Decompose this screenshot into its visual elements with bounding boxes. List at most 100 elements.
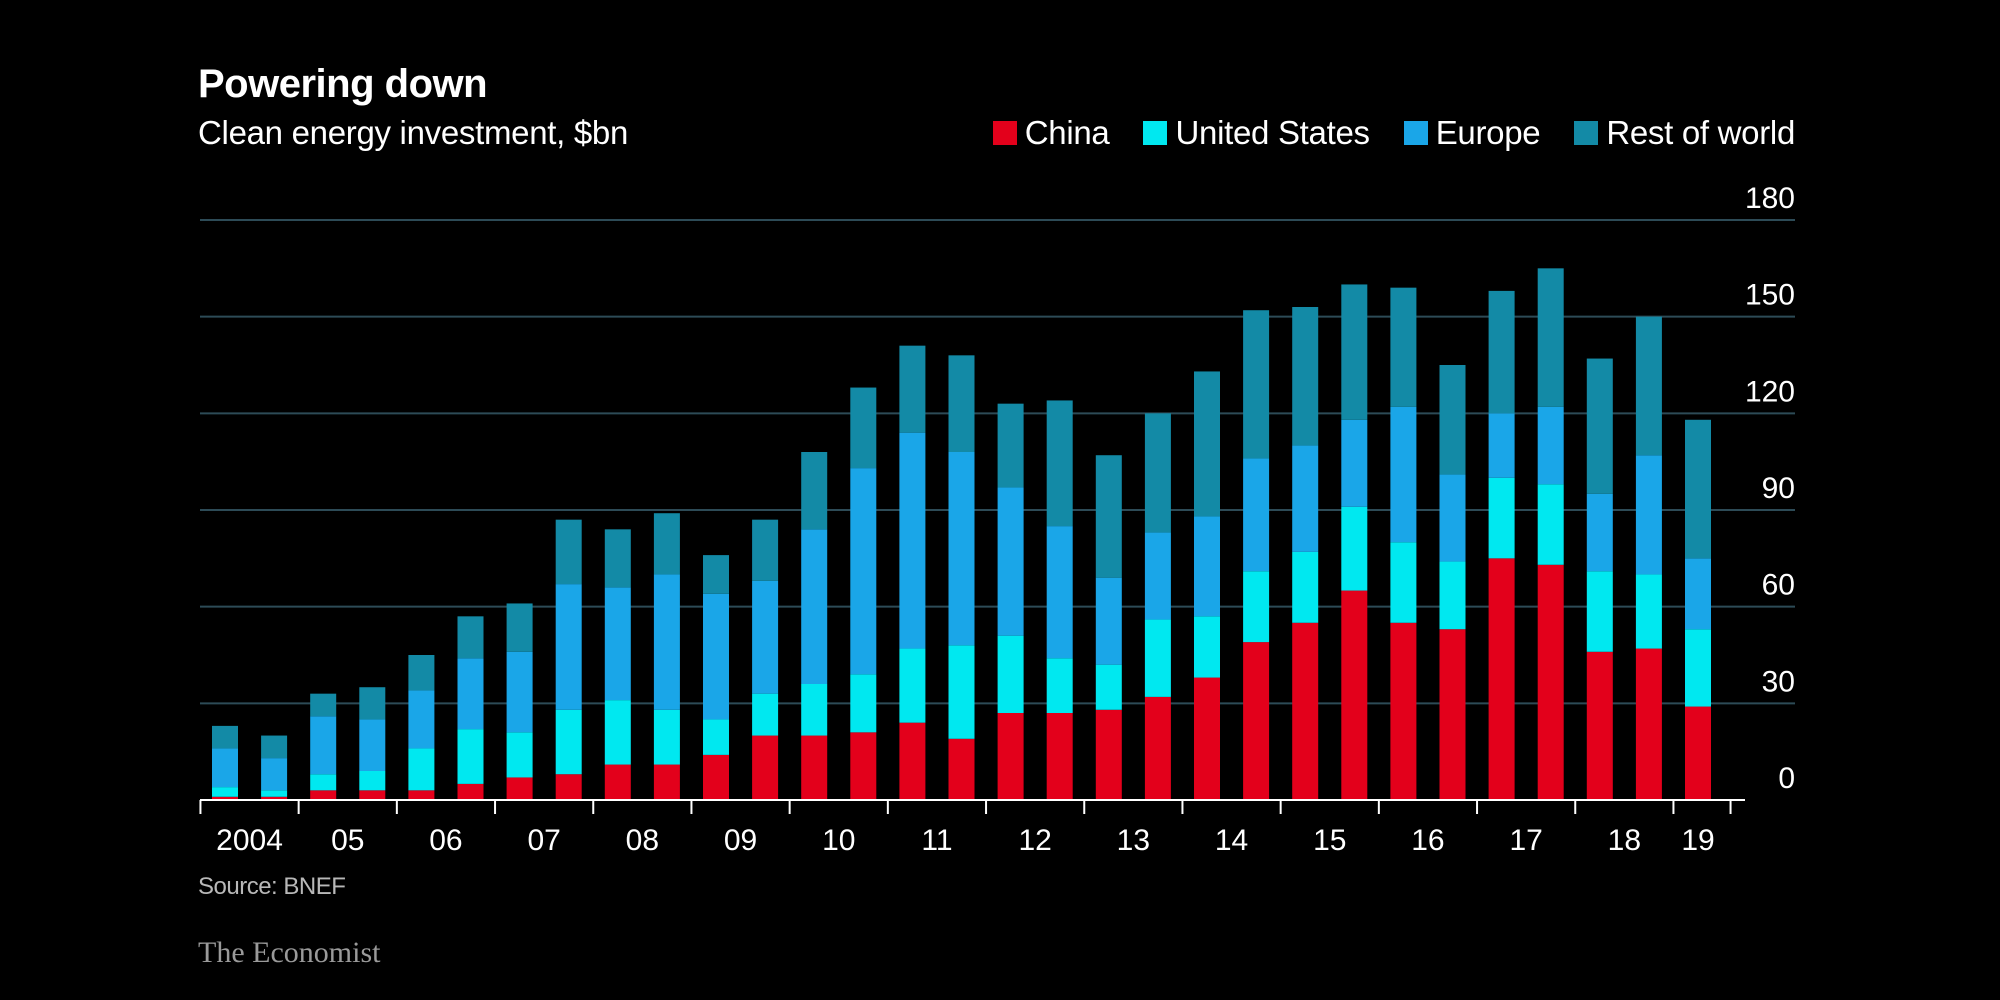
x-tick-label: 11 [921,824,952,857]
bar-segment-rest-of-world [1292,307,1319,446]
bar-segment-rest-of-world [997,403,1024,488]
bar-segment-rest-of-world [1243,310,1270,459]
legend-item-united-states: United States [1143,114,1370,152]
bar-segment-united-states [555,709,582,775]
legend-swatch-china [992,121,1017,145]
bar-segment-europe [261,758,288,791]
bar-segment-europe [1488,413,1515,478]
bar-segment-europe [1046,526,1073,659]
bar-segment-europe [212,748,238,788]
bar-segment-rest-of-world [1586,358,1613,494]
bar-segment-united-states [1635,574,1662,649]
legend: China United States Europe Rest of world [955,114,1795,152]
bar-segment-europe [850,468,877,675]
bar-segment-europe [1292,445,1319,552]
bar-segment-united-states [948,645,975,739]
bar-segment-europe [997,487,1024,636]
y-tick-label: 120 [1745,375,1795,408]
legend-label-united-states: United States [1175,114,1370,151]
bar-segment-china [1635,648,1662,800]
y-tick-label: 30 [1762,665,1795,698]
bar-segment-china [948,738,975,800]
x-tick-label: 16 [1411,824,1444,857]
bar-segment-europe [1635,455,1662,575]
bar-segment-china [1341,590,1368,800]
bar-segment-europe [703,593,729,720]
bar-segment-china [1488,558,1515,800]
bar-segment-europe [506,651,533,733]
bar-segment-europe [752,580,779,694]
bar-segment-united-states [1046,658,1073,713]
bar-segment-united-states [1243,571,1270,643]
bar-segment-united-states [261,790,288,797]
bar-segment-rest-of-world [310,693,337,717]
bar-segment-rest-of-world [212,725,238,749]
bar-segment-china [1439,629,1466,800]
legend-swatch-rest-of-world [1574,121,1599,145]
bar-segment-united-states [899,648,926,723]
bar-segment-united-states [1685,629,1711,707]
bar-segment-china [408,790,435,800]
bar-segment-europe [1194,516,1220,617]
bar-segment-united-states [1341,506,1368,591]
bar-segment-rest-of-world [1635,316,1662,456]
bar-segment-rest-of-world [1194,371,1220,517]
bar-segment-united-states [506,732,533,778]
x-tick-label: 08 [626,824,659,857]
bar-segment-rest-of-world [359,687,386,720]
x-tick-label: 14 [1215,824,1248,857]
bar-segment-china [310,790,337,800]
bar-segment-europe [653,574,680,710]
bar-segment-europe [555,584,582,710]
bar-segment-europe [948,452,975,646]
bar-segment-rest-of-world [653,513,680,575]
legend-swatch-europe [1403,121,1428,145]
bar-segment-europe [1095,577,1122,665]
bar-segment-rest-of-world [1046,400,1073,527]
bar-segment-china [604,764,631,800]
bar-segment-rest-of-world [703,555,729,594]
bar-segment-rest-of-world [604,529,631,588]
bar-segment-united-states [850,674,877,733]
x-tick-label: 15 [1313,824,1346,857]
bar-segment-united-states [801,684,828,736]
y-tick-label: 180 [1745,182,1795,215]
bar-segment-united-states [1439,561,1466,630]
bar-segment-europe [1439,474,1466,562]
source-note: Source: BNEF [198,873,346,900]
bar-segment-china [1685,706,1711,800]
bar-segment-china [1095,709,1122,800]
chart-title: Powering down [198,62,488,106]
bar-segment-europe [359,719,386,771]
bar-segment-rest-of-world [1095,455,1122,578]
bar-segment-europe [801,529,828,684]
legend-item-china: China [992,114,1110,152]
bar-segment-europe [1537,406,1564,485]
bar-segment-europe [604,587,631,701]
bar-segment-china [1586,651,1613,800]
bar-segment-china [506,777,533,800]
bar-segment-china [457,783,484,800]
legend-item-europe: Europe [1403,114,1541,152]
bar-segment-china [359,790,386,800]
bar-segment-europe [310,716,337,775]
bar-segment-china [1194,677,1220,800]
bar-segment-europe [408,690,435,749]
y-tick-label: 60 [1762,569,1795,602]
x-tick-label: 09 [724,824,757,857]
legend-label-rest-of-world: Rest of world [1606,114,1795,151]
bar-segment-rest-of-world [457,616,484,659]
bar-segment-china [997,713,1024,800]
bar-segment-united-states [310,774,337,791]
bar-segment-united-states [653,709,680,765]
legend-item-rest-of-world: Rest of world [1574,114,1795,152]
bar-segment-united-states [1194,616,1220,678]
legend-label-europe: Europe [1435,114,1541,151]
bar-segment-china [1292,622,1319,800]
x-tick-label: 2004 [216,824,283,857]
bar-segment-united-states [1095,664,1122,710]
bar-segment-china [703,754,729,800]
bar-segment-rest-of-world [1390,287,1417,407]
bar-segment-united-states [408,748,435,791]
